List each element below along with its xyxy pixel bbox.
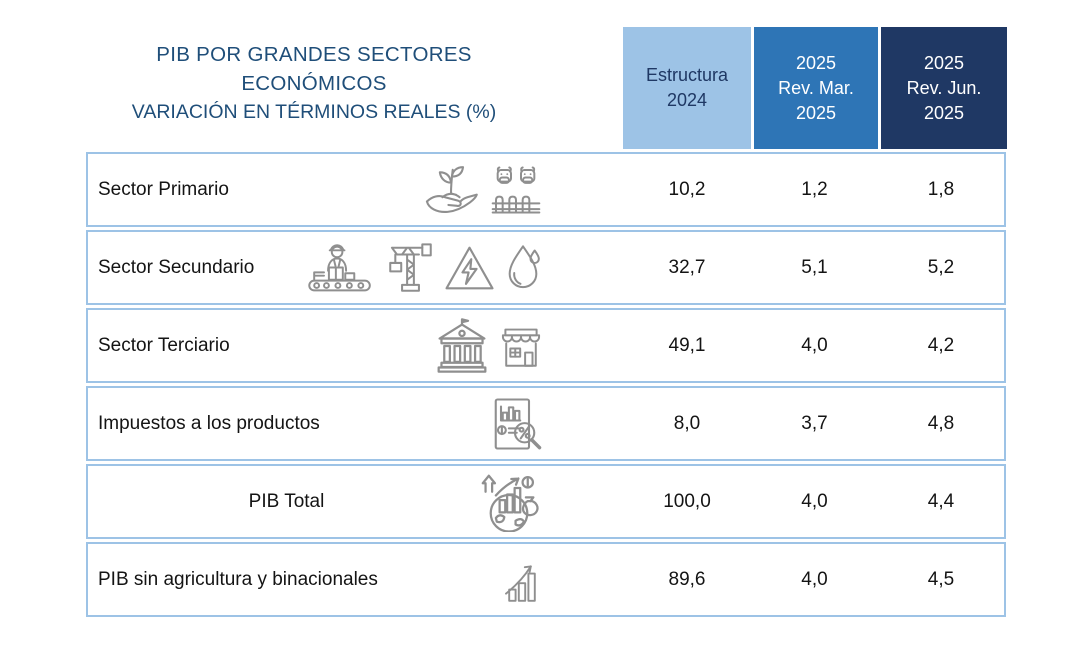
cell-rev-jun: 4,8 (927, 412, 955, 434)
table-row: Sector Terciario (86, 308, 1006, 383)
row-label: Sector Secundario (98, 256, 255, 278)
cell-rev-mar: 4,0 (801, 334, 828, 356)
tax-report-icon (487, 396, 543, 452)
cell-rev-mar: 5,1 (801, 256, 828, 278)
cell-rev-jun: 1,8 (927, 178, 955, 200)
cell-rev-jun: 4,4 (927, 490, 955, 512)
cell-rev-jun: 4,5 (927, 568, 955, 590)
row-icons (420, 162, 543, 217)
header-line: Rev. Mar. (778, 77, 854, 98)
cell-estructura: 49,1 (668, 334, 706, 356)
row-icons (501, 556, 543, 604)
crane-icon (385, 241, 436, 295)
row-label: Sector Terciario (98, 334, 230, 356)
cell-rev-mar: 4,0 (801, 568, 828, 590)
row-label-zone: Impuestos a los productos (88, 388, 623, 459)
table-row: Sector Secundario (86, 230, 1006, 305)
row-icons (306, 241, 543, 295)
row-icons (432, 317, 543, 374)
row-label-zone: Sector Secundario (88, 232, 623, 303)
global-growth-icon (475, 472, 543, 532)
table-row: PIB sin agricultura y binacionales 89,6 … (86, 542, 1006, 617)
row-label: Impuestos a los productos (98, 412, 320, 434)
header-line: 2025 (795, 102, 837, 123)
high-voltage-icon (443, 244, 496, 292)
sprout-hand-icon (420, 162, 482, 217)
growth-chart-icon (501, 556, 543, 604)
row-label: PIB sin agricultura y binacionales (98, 568, 378, 590)
cell-rev-mar: 4,0 (801, 490, 828, 512)
cell-estructura: 100,0 (663, 490, 711, 512)
header-line: 2025 (923, 52, 965, 73)
title-line-1: PIB POR GRANDES SECTORES (156, 43, 472, 66)
conveyor-worker-icon (306, 241, 378, 294)
row-icons (475, 472, 543, 532)
header-line: Estructura (645, 65, 729, 85)
column-header-2025-rev-jun: 2025 Rev. Jun. 2025 (881, 27, 1007, 149)
table-row: Impuestos a los productos (86, 386, 1006, 461)
cell-estructura: 32,7 (668, 256, 706, 278)
storefront-icon (499, 323, 543, 369)
row-label-zone: PIB sin agricultura y binacionales (88, 544, 623, 615)
column-header-estructura-2024: Estructura 2024 (623, 27, 751, 149)
cell-rev-jun: 4,2 (927, 334, 955, 356)
header-line: 2025 (795, 52, 837, 73)
row-label: Sector Primario (98, 178, 229, 200)
title-subtitle: VARIACIÓN EN TÉRMINOS REALES (%) (131, 101, 497, 123)
column-header-2025-rev-mar: 2025 Rev. Mar. 2025 (754, 27, 878, 149)
row-label-text: PIB Total (248, 490, 325, 512)
bank-building-icon (432, 317, 492, 374)
header-line: 2024 (666, 90, 708, 110)
header-line: Rev. Jun. (906, 77, 982, 98)
page-title: PIB POR GRANDES SECTORES ECONÓMICOS VARI… (88, 40, 540, 127)
row-label-zone: Sector Terciario (88, 310, 623, 381)
cell-estructura: 10,2 (668, 178, 706, 200)
cell-estructura: 89,6 (668, 568, 706, 590)
row-icons (487, 396, 543, 452)
row-label-zone: PIB Total (88, 466, 623, 537)
title-line-2: ECONÓMICOS (241, 72, 387, 95)
cell-rev-jun: 5,2 (927, 256, 955, 278)
cell-rev-mar: 3,7 (801, 412, 828, 434)
cell-estructura: 8,0 (673, 412, 701, 434)
table-row: PIB Total (86, 464, 1006, 539)
row-label-zone: Sector Primario (88, 154, 623, 225)
cattle-icon (489, 165, 543, 215)
header-line: 2025 (923, 102, 965, 123)
table-row: Sector Primario (86, 152, 1006, 227)
water-drop-icon (503, 243, 543, 293)
cell-rev-mar: 1,2 (801, 178, 828, 200)
